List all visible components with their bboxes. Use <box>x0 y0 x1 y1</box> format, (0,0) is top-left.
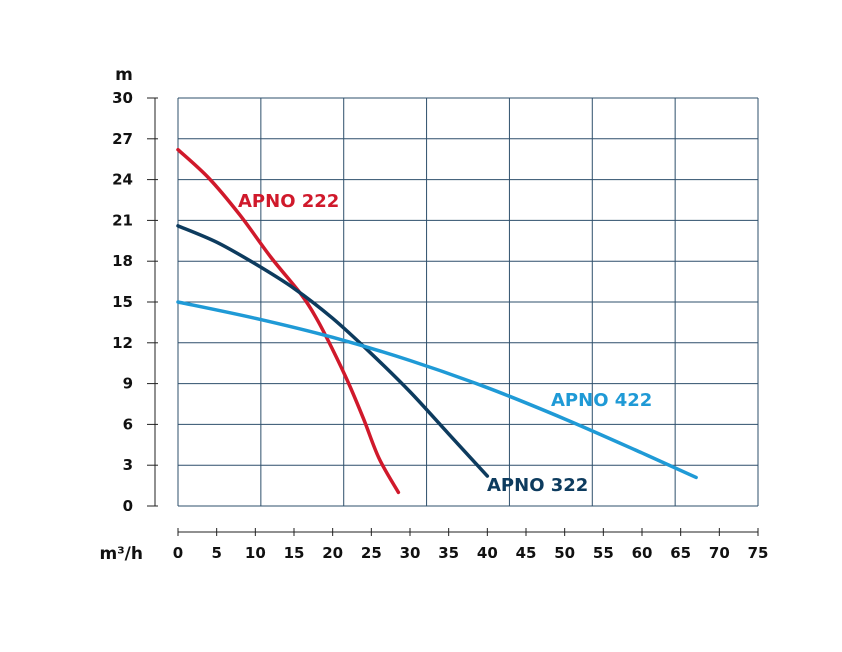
y-tick-label: 12 <box>112 334 133 352</box>
x-tick-label: 70 <box>709 544 730 562</box>
x-tick-label: 75 <box>748 544 769 562</box>
x-tick-label: 15 <box>284 544 305 562</box>
series-label-apno-322: APNO 322 <box>487 475 588 496</box>
y-tick-label: 6 <box>123 415 133 433</box>
series-line-apno-222 <box>176 147 401 495</box>
x-tick-label: 65 <box>670 544 691 562</box>
x-tick-label: 0 <box>173 544 183 562</box>
x-tick-label: 40 <box>477 544 498 562</box>
y-axis-label: m <box>115 65 133 85</box>
axes: 0 3 6 9 12 15 18 21 24 27 30 0 5 10 15 20 25 30 35 40 45 50 55… <box>112 89 768 562</box>
x-tick-label: 25 <box>361 544 382 562</box>
y-tick-label: 30 <box>112 89 133 107</box>
series-line-apno-322 <box>176 224 490 478</box>
x-tick-label: 20 <box>322 544 343 562</box>
y-tick-label: 3 <box>123 456 133 474</box>
x-axis-label: m³/h <box>100 544 143 564</box>
x-tick-label: 5 <box>211 544 221 562</box>
y-tick-label: 18 <box>112 252 133 270</box>
y-tick-label: 21 <box>112 211 133 229</box>
x-tick-label: 50 <box>554 544 575 562</box>
series-line-apno-422 <box>176 300 698 480</box>
y-tick-label: 27 <box>112 130 133 148</box>
grid <box>177 97 759 507</box>
y-tick-label: 15 <box>112 293 133 311</box>
x-tick-label: 30 <box>400 544 421 562</box>
series-label-apno-222: APNO 222 <box>238 191 339 212</box>
series-label-apno-422: APNO 422 <box>551 390 652 411</box>
y-tick-label: 9 <box>123 375 133 393</box>
y-tick-label: 24 <box>112 171 133 189</box>
x-tick-label: 60 <box>632 544 653 562</box>
x-tick-label: 10 <box>245 544 266 562</box>
y-tick-label: 0 <box>123 497 133 515</box>
x-tick-label: 45 <box>516 544 537 562</box>
series-lines: APNO 222 APNO 322 APNO 422 <box>176 147 698 496</box>
x-tick-label: 35 <box>438 544 459 562</box>
x-tick-label: 55 <box>593 544 614 562</box>
